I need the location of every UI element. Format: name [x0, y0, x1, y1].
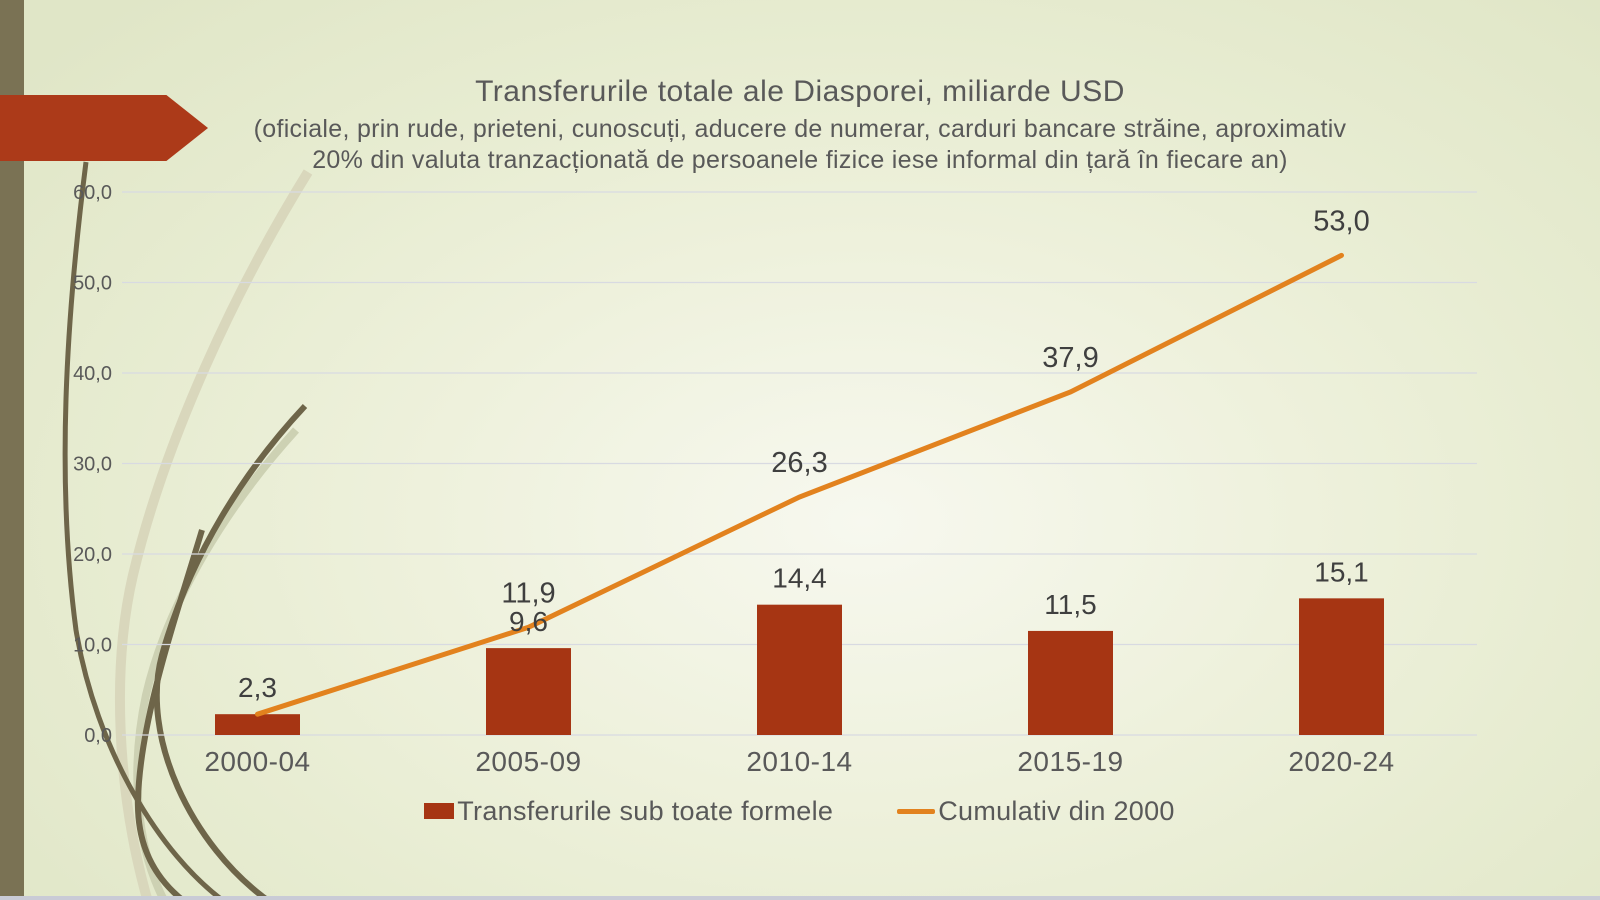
bar-data-label: 14,4	[772, 563, 827, 594]
legend-item-bars: Transferurile sub toate formele	[424, 796, 833, 827]
y-axis-tick-label: 30,0	[73, 454, 112, 476]
y-axis-tick-label: 0,0	[84, 725, 112, 747]
x-axis-category-label: 2000-04	[204, 746, 310, 777]
legend-bar-swatch-icon	[424, 803, 455, 819]
cumulative-line	[255, 252, 1344, 717]
x-axis-category-label: 2015-19	[1017, 746, 1123, 777]
y-axis-tick-label: 50,0	[73, 273, 112, 295]
chart-legend: Transferurile sub toate formele Cumulati…	[122, 793, 1477, 829]
y-axis-tick-label: 60,0	[73, 182, 112, 204]
bar-data-label: 9,6	[509, 606, 548, 637]
bottom-edge-strip	[0, 896, 1600, 900]
line-data-label: 26,3	[771, 447, 827, 479]
bar-data-label: 2,3	[238, 672, 277, 703]
chart-subtitle: (oficiale, prin rude, prieteni, cunoscuț…	[253, 115, 1347, 174]
stem-beige-icon	[114, 169, 313, 900]
bar-data-label: 11,5	[1044, 589, 1096, 620]
bar-2000-04	[215, 714, 300, 735]
stem-dark-cross-icon	[134, 529, 205, 900]
bar-data-label: 15,1	[1314, 556, 1369, 587]
legend-line-label: Cumulativ din 2000	[938, 795, 1175, 826]
title-block: Transferurile totale ale Diasporei, mili…	[60, 74, 1540, 176]
legend-item-line: Cumulativ din 2000	[897, 796, 1175, 827]
y-axis-tick-label: 20,0	[73, 544, 112, 566]
x-axis-category-label: 2010-14	[746, 746, 852, 777]
line-data-label: 37,9	[1042, 342, 1098, 374]
y-axis-tick-label: 40,0	[73, 363, 112, 385]
x-axis-category-label: 2020-24	[1288, 746, 1394, 777]
title-arrow-shape	[0, 95, 208, 161]
bar-2010-14	[757, 604, 842, 735]
chart-title: Transferurile totale ale Diasporei, mili…	[475, 75, 1125, 108]
bar-2005-09	[486, 648, 571, 735]
legend-bar-label: Transferurile sub toate formele	[457, 795, 834, 826]
bar-2020-24	[1299, 598, 1384, 735]
stem-dark-left-icon	[62, 161, 227, 900]
y-axis-tick-label: 10,0	[73, 635, 112, 657]
x-axis-category-label: 2005-09	[475, 746, 581, 777]
line-data-label: 53,0	[1313, 205, 1369, 237]
bar-2015-19	[1028, 630, 1113, 735]
legend-line-swatch-icon	[897, 808, 936, 814]
line-data-label: 11,9	[501, 577, 555, 609]
